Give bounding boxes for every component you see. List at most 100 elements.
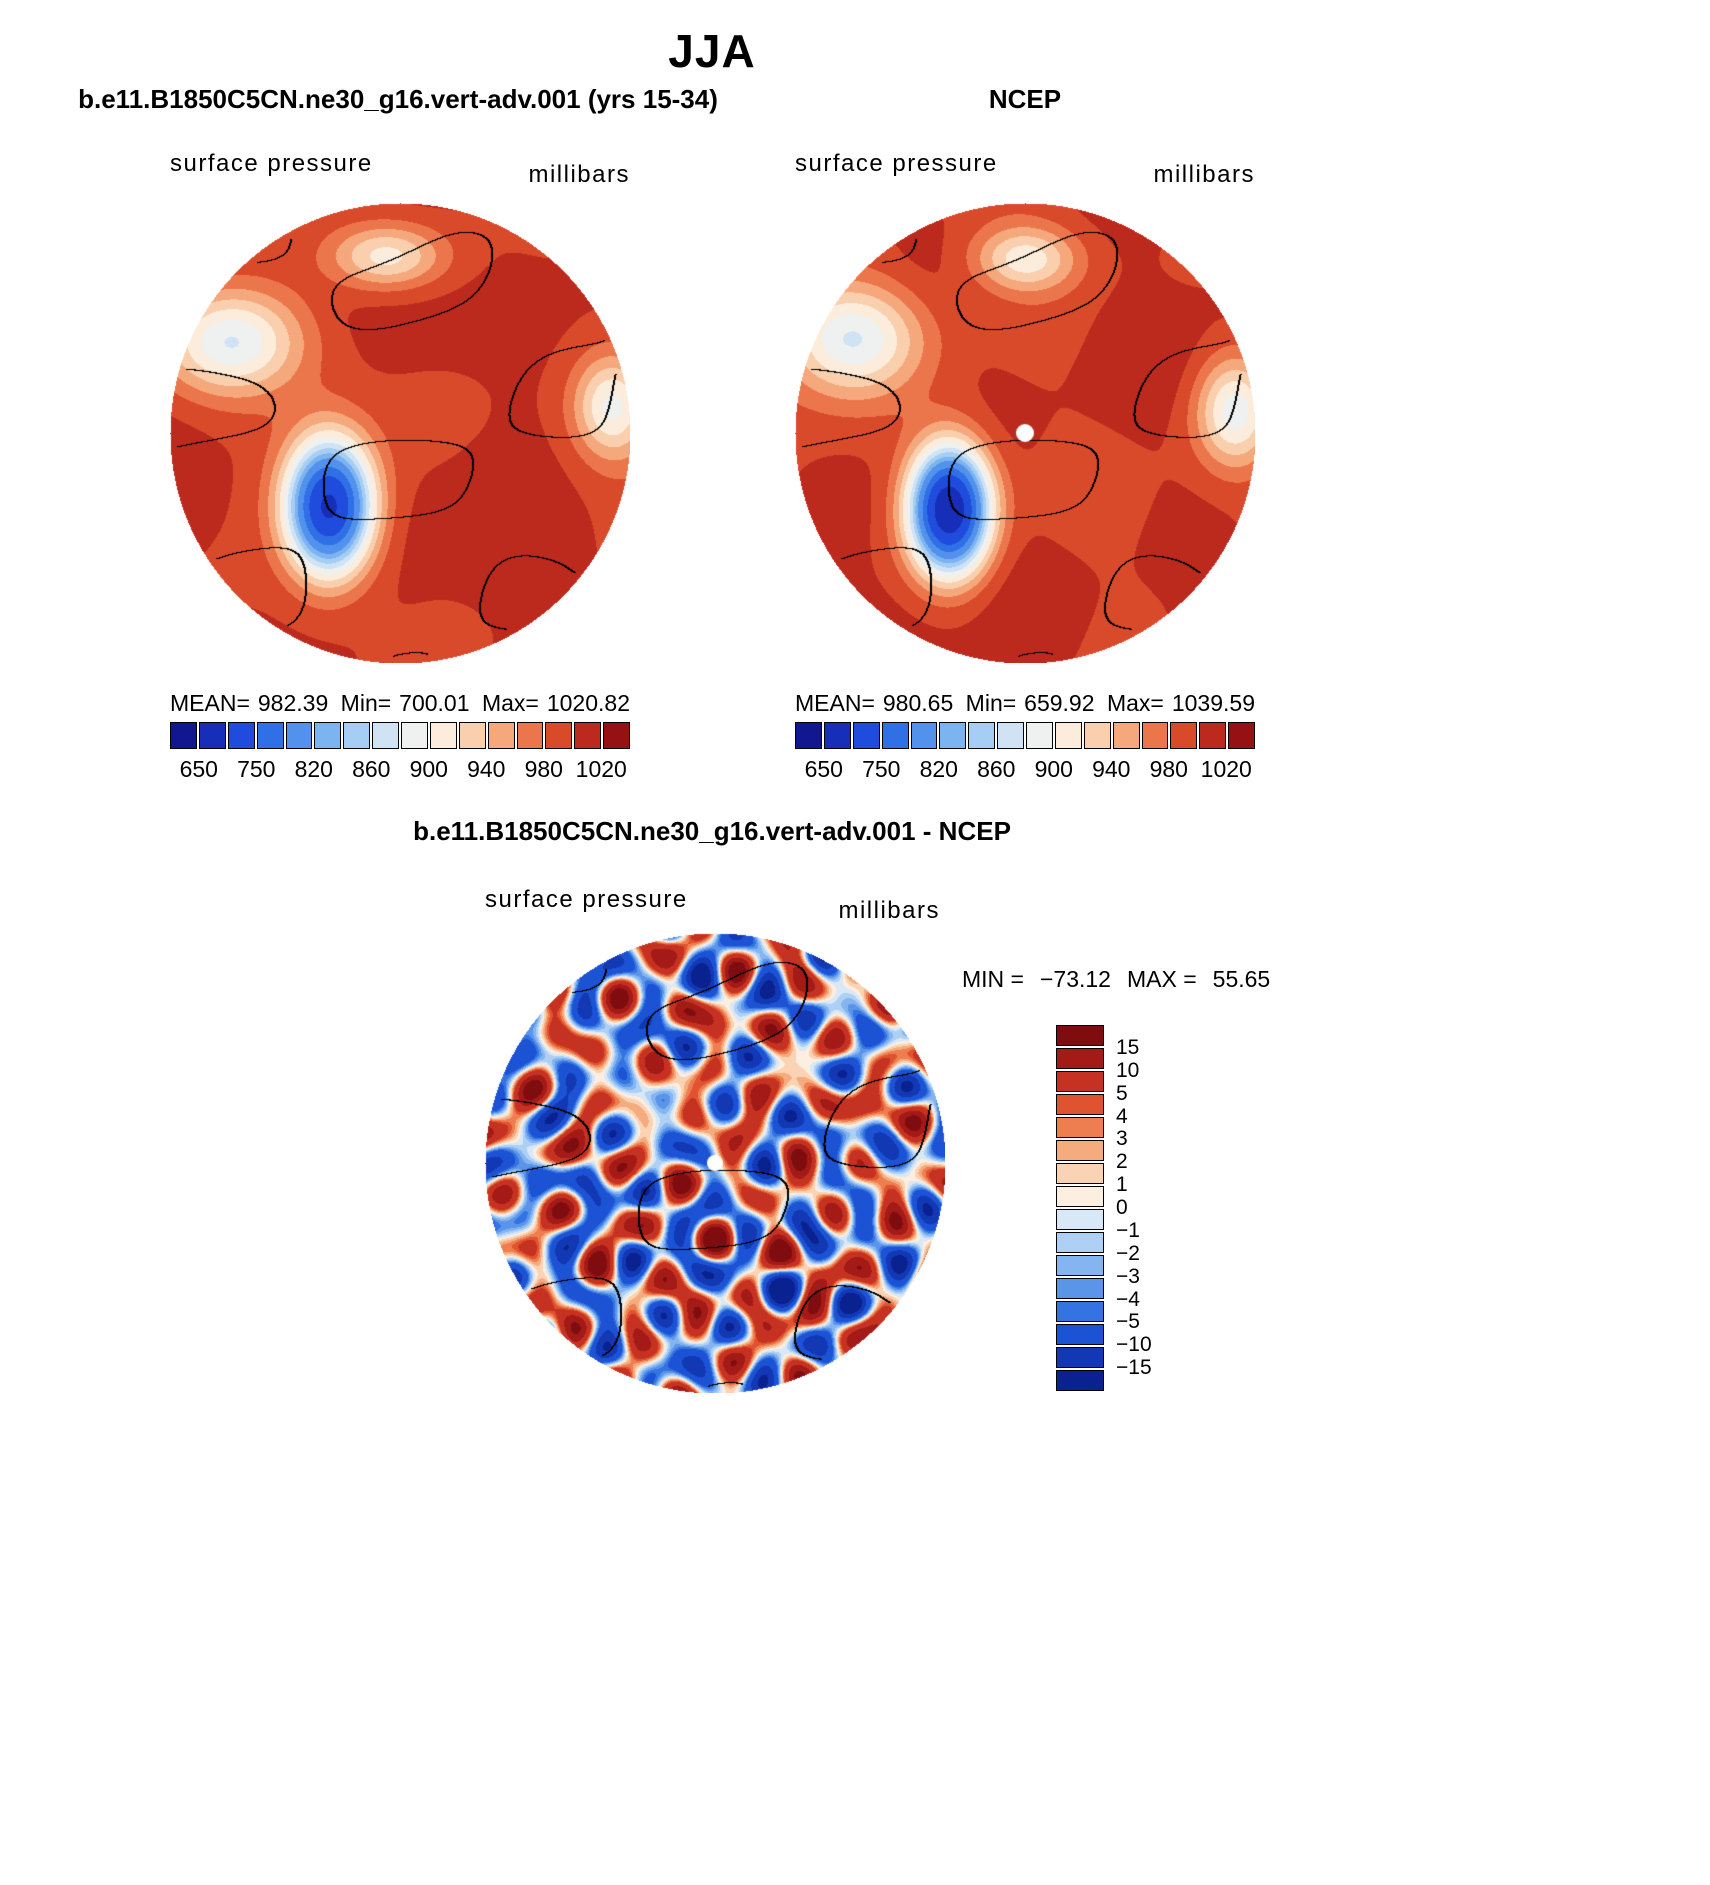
colorbar-box — [997, 722, 1024, 749]
model-mean-stat: MEAN= 982.39 — [170, 690, 328, 717]
colorbar-tick-label: 940 — [467, 756, 506, 782]
colorbar-box — [1056, 1232, 1104, 1253]
min-value: 700.01 — [399, 690, 470, 716]
colorbar-tick-label: 900 — [409, 756, 448, 782]
season-title: JJA — [668, 25, 756, 77]
colorbar-tick-label: 650 — [804, 756, 843, 782]
mean-label: MEAN= — [795, 690, 875, 716]
colorbar-tick-label: −5 — [1116, 1310, 1140, 1334]
colorbar-box — [1056, 1117, 1104, 1138]
ncep-colorbar-ticks: 650 750 820 860 900 940 980 1020 — [795, 756, 1255, 782]
colorbar-tick-label: −4 — [1116, 1287, 1140, 1311]
colorbar-box — [1056, 1163, 1104, 1184]
colorbar-tick-label: −15 — [1116, 1356, 1152, 1380]
diff-colorbar — [1056, 1025, 1104, 1391]
colorbar-tick-label: 750 — [862, 756, 901, 782]
diff-min-value: −73.12 — [1039, 966, 1111, 992]
colorbar-box — [343, 722, 371, 749]
colorbar-box — [1056, 1186, 1104, 1207]
min-value: 659.92 — [1024, 690, 1095, 716]
colorbar-box — [372, 722, 399, 749]
colorbar-box — [1170, 722, 1198, 749]
max-label: Max= — [481, 690, 539, 716]
colorbar-box — [1199, 722, 1227, 749]
colorbar-tick-label: 2 — [1116, 1150, 1128, 1174]
colorbar-box — [401, 722, 428, 749]
model-units-label: millibars — [528, 161, 630, 188]
colorbar-box — [487, 722, 515, 749]
diff-field-label: surface pressure — [485, 886, 688, 913]
colorbar-tick-label: −2 — [1116, 1241, 1140, 1265]
colorbar-tick-label: 0 — [1116, 1196, 1128, 1219]
min-label: Min= — [340, 690, 392, 716]
min-label: Min= — [965, 690, 1017, 716]
colorbar-tick-label: 1020 — [1200, 756, 1252, 782]
colorbar-tick-label: 15 — [1116, 1035, 1140, 1059]
model-pressure-map — [170, 203, 630, 663]
colorbar-box — [1056, 1209, 1104, 1230]
max-value: 1039.59 — [1171, 690, 1255, 716]
colorbar-tick-label: 900 — [1034, 756, 1073, 782]
colorbar-box — [574, 722, 602, 749]
colorbar-box — [968, 722, 996, 749]
colorbar-box — [1056, 1278, 1104, 1299]
model-title: b.e11.B1850C5CN.ne30_g16.vert-adv.001 (y… — [78, 84, 718, 114]
colorbar-box — [1228, 722, 1255, 749]
ncep-title: NCEP — [988, 84, 1062, 114]
model-min-stat: Min= 700.01 — [341, 690, 470, 717]
colorbar-tick-label: 5 — [1116, 1081, 1128, 1105]
ncep-stats-row: MEAN= 980.65 Min= 659.92 Max= 1039.59 — [795, 690, 1255, 717]
colorbar-box — [1083, 722, 1111, 749]
colorbar-tick-label: 1 — [1116, 1173, 1128, 1197]
mean-value: 980.65 — [882, 690, 954, 716]
colorbar-box — [1054, 722, 1082, 749]
colorbar-box — [1056, 1255, 1104, 1276]
colorbar-tick-label: −10 — [1116, 1333, 1152, 1357]
colorbar-box — [603, 722, 630, 749]
mean-value: 982.39 — [257, 690, 329, 716]
max-label: Max= — [1106, 690, 1164, 716]
colorbar-box — [1141, 722, 1169, 749]
colorbar-box — [1056, 1301, 1104, 1322]
colorbar-box — [823, 722, 851, 749]
diff-min-label: MIN = — [962, 966, 1024, 992]
colorbar-box — [170, 722, 197, 749]
colorbar-tick-label: 940 — [1092, 756, 1131, 782]
model-field-label: surface pressure — [170, 150, 373, 177]
colorbar-tick-label: 750 — [237, 756, 276, 782]
colorbar-tick-label: 4 — [1116, 1104, 1128, 1128]
model-colorbar — [170, 722, 630, 749]
colorbar-tick-label: 820 — [294, 756, 333, 782]
ncep-pressure-map — [795, 203, 1255, 663]
colorbar-box — [429, 722, 457, 749]
model-stats-row: MEAN= 982.39 Min= 700.01 Max= 1020.82 — [170, 690, 630, 717]
colorbar-tick-label: −1 — [1116, 1218, 1140, 1242]
max-value: 1020.82 — [546, 690, 630, 716]
ncep-colorbar — [795, 722, 1255, 749]
ncep-mean-stat: MEAN= 980.65 — [795, 690, 953, 717]
colorbar-box — [227, 722, 255, 749]
colorbar-box — [1112, 722, 1140, 749]
diff-units-label: millibars — [838, 897, 940, 924]
colorbar-box — [256, 722, 284, 749]
colorbar-tick-label: 820 — [919, 756, 958, 782]
colorbar-box — [516, 722, 544, 749]
colorbar-box — [939, 722, 967, 749]
ncep-field-label: surface pressure — [795, 150, 998, 177]
colorbar-tick-label: 860 — [352, 756, 391, 782]
colorbar-box — [1056, 1094, 1104, 1115]
colorbar-box — [314, 722, 342, 749]
colorbar-tick-label: 1020 — [575, 756, 627, 782]
ncep-min-stat: Min= 659.92 — [966, 690, 1095, 717]
diff-max-value: 55.65 — [1212, 966, 1271, 992]
colorbar-tick-label: 980 — [1149, 756, 1188, 782]
colorbar-box — [881, 722, 909, 749]
diff-pressure-map — [485, 933, 945, 1393]
colorbar-tick-label: 860 — [977, 756, 1016, 782]
colorbar-box — [1056, 1347, 1104, 1368]
colorbar-box — [1056, 1140, 1104, 1161]
colorbar-box — [545, 722, 573, 749]
model-colorbar-ticks: 650 750 820 860 900 940 980 1020 — [170, 756, 630, 782]
colorbar-box — [1056, 1324, 1104, 1345]
ncep-max-stat: Max= 1039.59 — [1107, 690, 1255, 717]
